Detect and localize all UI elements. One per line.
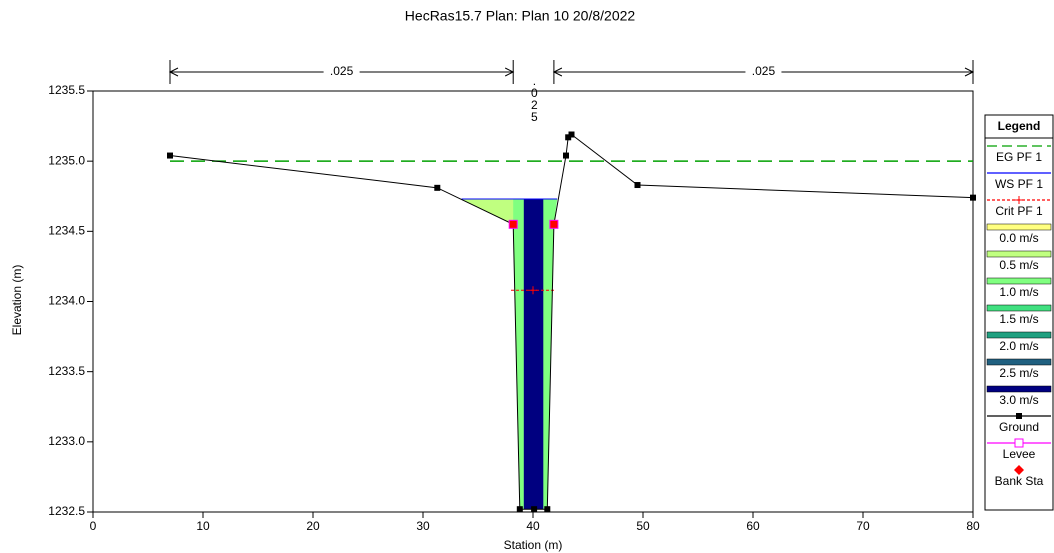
ground-point bbox=[531, 506, 538, 513]
n-label-bg bbox=[745, 64, 782, 80]
channel-core bbox=[523, 199, 544, 510]
legend-swatch bbox=[986, 385, 1052, 393]
ground-point bbox=[434, 184, 441, 191]
crit-marker bbox=[529, 286, 537, 295]
y-tick-label: 1234.5 bbox=[48, 224, 85, 238]
legend-label: WS PF 1 bbox=[995, 177, 1043, 191]
legend-swatch bbox=[986, 223, 1052, 231]
bank-station bbox=[549, 219, 559, 229]
x-tick-label: 50 bbox=[636, 519, 650, 533]
x-tick-label: 0 bbox=[90, 519, 97, 533]
y-tick-label: 1234.0 bbox=[48, 294, 85, 308]
legend-label: 2.5 m/s bbox=[999, 366, 1038, 380]
ground-point bbox=[568, 131, 575, 138]
ground-point bbox=[970, 194, 976, 201]
legend-label: Crit PF 1 bbox=[995, 204, 1043, 218]
x-tick-label: 10 bbox=[196, 519, 210, 533]
legend-marker bbox=[1015, 196, 1023, 204]
x-axis-label: Station (m) bbox=[504, 538, 563, 552]
legend-label: EG PF 1 bbox=[996, 150, 1042, 164]
ground-point bbox=[634, 182, 641, 189]
ground-point bbox=[167, 152, 173, 159]
legend-marker bbox=[1016, 413, 1022, 419]
n-label-bg bbox=[323, 64, 360, 80]
legend-swatch bbox=[986, 250, 1052, 258]
legend-marker bbox=[1014, 438, 1024, 448]
bank-station bbox=[508, 219, 518, 229]
y-tick-label: 1233.0 bbox=[48, 434, 85, 448]
y-tick-label: 1233.5 bbox=[48, 364, 85, 378]
legend-swatch bbox=[986, 331, 1052, 339]
legend-label: 3.0 m/s bbox=[999, 393, 1038, 407]
x-tick-label: 70 bbox=[856, 519, 870, 533]
legend-label: 2.0 m/s bbox=[999, 339, 1038, 353]
legend-swatch bbox=[986, 358, 1052, 366]
ground-point bbox=[565, 134, 572, 141]
y-tick-label: 1235.0 bbox=[48, 153, 85, 167]
x-tick-label: 30 bbox=[416, 519, 430, 533]
legend-marker bbox=[1014, 465, 1024, 475]
x-tick-label: 20 bbox=[306, 519, 320, 533]
legend-swatch bbox=[986, 277, 1052, 285]
legend-label: Levee bbox=[1003, 447, 1036, 461]
y-tick-label: 1235.5 bbox=[48, 83, 85, 97]
chart-title: HecRas15.7 Plan: Plan 10 20/8/2022 bbox=[405, 8, 636, 24]
legend-label: 1.5 m/s bbox=[999, 312, 1038, 326]
legend-label: 0.5 m/s bbox=[999, 258, 1038, 272]
n-arrowheads bbox=[168, 67, 515, 77]
legend-label: Ground bbox=[999, 420, 1039, 434]
ground-point bbox=[563, 152, 569, 159]
n-label-vertical: .025 bbox=[527, 74, 541, 122]
x-tick-label: 80 bbox=[966, 519, 980, 533]
ground-line bbox=[169, 133, 974, 510]
ground-point bbox=[516, 506, 523, 513]
y-axis-label: Elevation (m) bbox=[10, 265, 24, 336]
ground-point bbox=[544, 506, 551, 513]
y-tick-label: 1232.5 bbox=[48, 504, 85, 518]
legend-title: Legend bbox=[998, 119, 1041, 133]
legend-label: 0.0 m/s bbox=[999, 231, 1038, 245]
n-label: .025 bbox=[330, 64, 354, 78]
x-tick-label: 60 bbox=[746, 519, 760, 533]
legend-swatch bbox=[986, 304, 1052, 312]
legend-label: 1.0 m/s bbox=[999, 285, 1038, 299]
legend-label: Bank Sta bbox=[995, 474, 1044, 488]
n-arrowheads bbox=[552, 67, 975, 77]
n-label: .025 bbox=[752, 64, 776, 78]
x-tick-label: 40 bbox=[526, 519, 540, 533]
